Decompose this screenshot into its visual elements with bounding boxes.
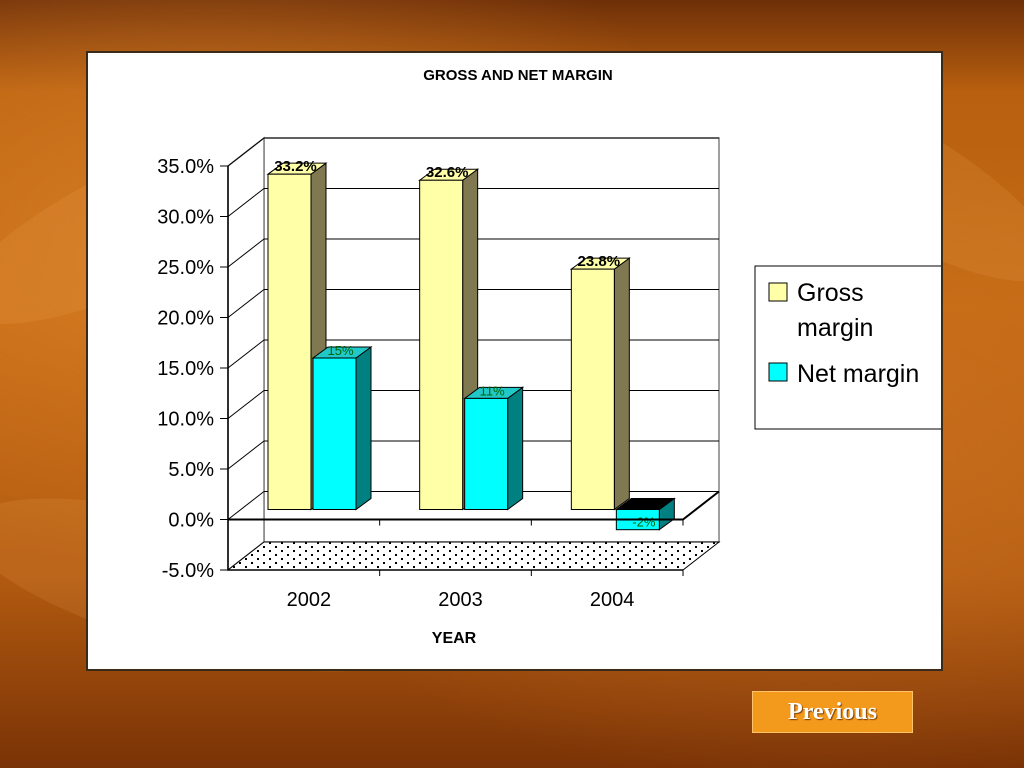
legend-swatch [768, 282, 788, 302]
gridline-side [227, 289, 265, 318]
data-label: 33.2% [274, 158, 317, 175]
y-tick-label: 10.0% [157, 409, 214, 431]
y-tick-label: 5.0% [168, 459, 214, 481]
bar-front [464, 397, 509, 510]
gridline-side [227, 440, 265, 470]
bar-gross-2004: 23.8% [569, 253, 631, 511]
legend-label: Gross [797, 279, 864, 307]
bar-side [613, 257, 630, 511]
previous-button[interactable]: Previous [752, 691, 913, 733]
bar-side [355, 346, 372, 511]
gridline-side [227, 339, 265, 369]
data-label: 11% [480, 383, 505, 398]
bar-gross-2002: 33.2% [266, 158, 328, 511]
y-tick-label: 15.0% [157, 358, 214, 380]
x-tick-label: 2002 [287, 589, 332, 611]
gridline-side [227, 390, 265, 419]
legend-label: Net margin [797, 360, 919, 388]
bar-net-2004: -2% [614, 497, 676, 531]
bar-net-2003: 11% [463, 383, 525, 511]
y-tick-label: 20.0% [157, 308, 214, 330]
y-tick-label: 0.0% [168, 510, 214, 532]
y-tick-label: 35.0% [157, 156, 214, 178]
bar-net-2002: 15% [311, 343, 373, 511]
data-label: -2% [632, 515, 656, 530]
x-axis-title: YEAR [432, 630, 477, 647]
margin-chart: GROSS AND NET MARGIN -5.0% 0.0% 5.0% 10.0% 1… [157, 67, 944, 647]
legend-swatch [768, 362, 788, 382]
data-label: 23.8% [578, 253, 621, 270]
gridline-side [227, 188, 265, 217]
bar-front [570, 268, 615, 510]
legend: Gross margin Net margin [754, 265, 944, 430]
data-label: 15% [327, 343, 353, 358]
gridline-side [227, 491, 265, 520]
gridline-side [227, 238, 265, 268]
y-tick-label: -5.0% [162, 560, 214, 582]
chart-panel: GROSS AND NET MARGIN -5.0% 0.0% 5.0% 10.0% 1… [86, 51, 944, 671]
bar-front [267, 173, 312, 511]
x-tick-label: 2003 [438, 589, 483, 611]
y-tick-label: 25.0% [157, 257, 214, 279]
gridline-side [227, 137, 265, 167]
bar-front [312, 357, 357, 510]
legend-label: margin [797, 314, 873, 342]
chart-title: GROSS AND NET MARGIN [423, 67, 612, 84]
bar-side [507, 386, 524, 511]
bar-front [419, 179, 464, 511]
data-label: 32.6% [426, 164, 469, 181]
x-tick-label: 2004 [590, 589, 635, 611]
y-tick-label: 30.0% [157, 207, 214, 229]
floor [226, 541, 721, 571]
